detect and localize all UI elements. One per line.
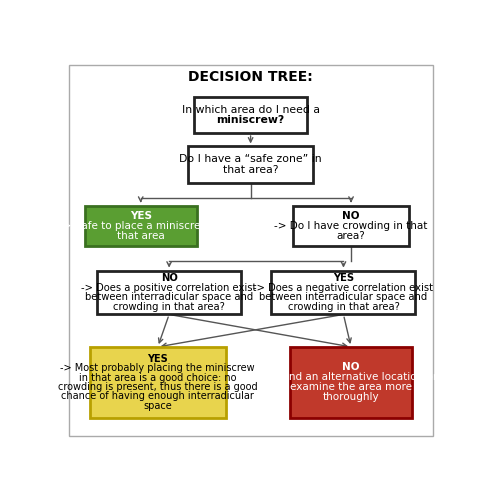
Text: that area?: that area? [223,165,278,175]
Text: crowding is present, thus there is a good: crowding is present, thus there is a goo… [58,382,257,392]
Text: space: space [143,401,172,411]
Text: Do I have a “safe zone” in: Do I have a “safe zone” in [179,154,321,164]
Text: examine the area more: examine the area more [289,382,411,392]
Text: -> Do I have crowding in that: -> Do I have crowding in that [274,221,427,231]
Text: -> Safe to place a miniscrew in: -> Safe to place a miniscrew in [59,221,222,231]
Text: -> Does a negative correlation exist: -> Does a negative correlation exist [253,283,432,293]
Text: chance of having enough interradicular: chance of having enough interradicular [61,391,254,401]
Text: YES: YES [129,211,151,221]
Text: that area: that area [117,231,164,241]
Text: YES: YES [147,354,168,364]
Text: DECISION TREE:: DECISION TREE: [188,70,312,84]
Text: crowding in that area?: crowding in that area? [113,302,224,312]
FancyBboxPatch shape [271,270,415,314]
Text: -> Does a positive correlation exist: -> Does a positive correlation exist [81,283,256,293]
Text: -> Most probably placing the miniscrew: -> Most probably placing the miniscrew [61,363,255,373]
Text: NO: NO [161,273,177,283]
Text: crowding in that area?: crowding in that area? [287,302,399,312]
Text: between interradicular space and: between interradicular space and [85,292,253,302]
FancyBboxPatch shape [68,65,432,435]
Text: -> Find an alternative location or: -> Find an alternative location or [264,372,436,382]
FancyBboxPatch shape [97,270,241,314]
Text: in that area is a good choice: no: in that area is a good choice: no [79,372,236,382]
FancyBboxPatch shape [193,97,307,133]
Text: between interradicular space and: between interradicular space and [259,292,427,302]
Text: NO: NO [342,211,359,221]
Text: NO: NO [342,362,359,372]
Text: miniscrew?: miniscrew? [216,115,284,125]
FancyBboxPatch shape [89,347,225,418]
Text: thoroughly: thoroughly [322,392,379,402]
FancyBboxPatch shape [293,206,408,246]
Text: In which area do I need a: In which area do I need a [181,105,319,115]
FancyBboxPatch shape [84,206,196,246]
Text: area?: area? [336,231,365,241]
FancyBboxPatch shape [188,146,312,183]
FancyBboxPatch shape [290,347,411,418]
Text: YES: YES [332,273,353,283]
